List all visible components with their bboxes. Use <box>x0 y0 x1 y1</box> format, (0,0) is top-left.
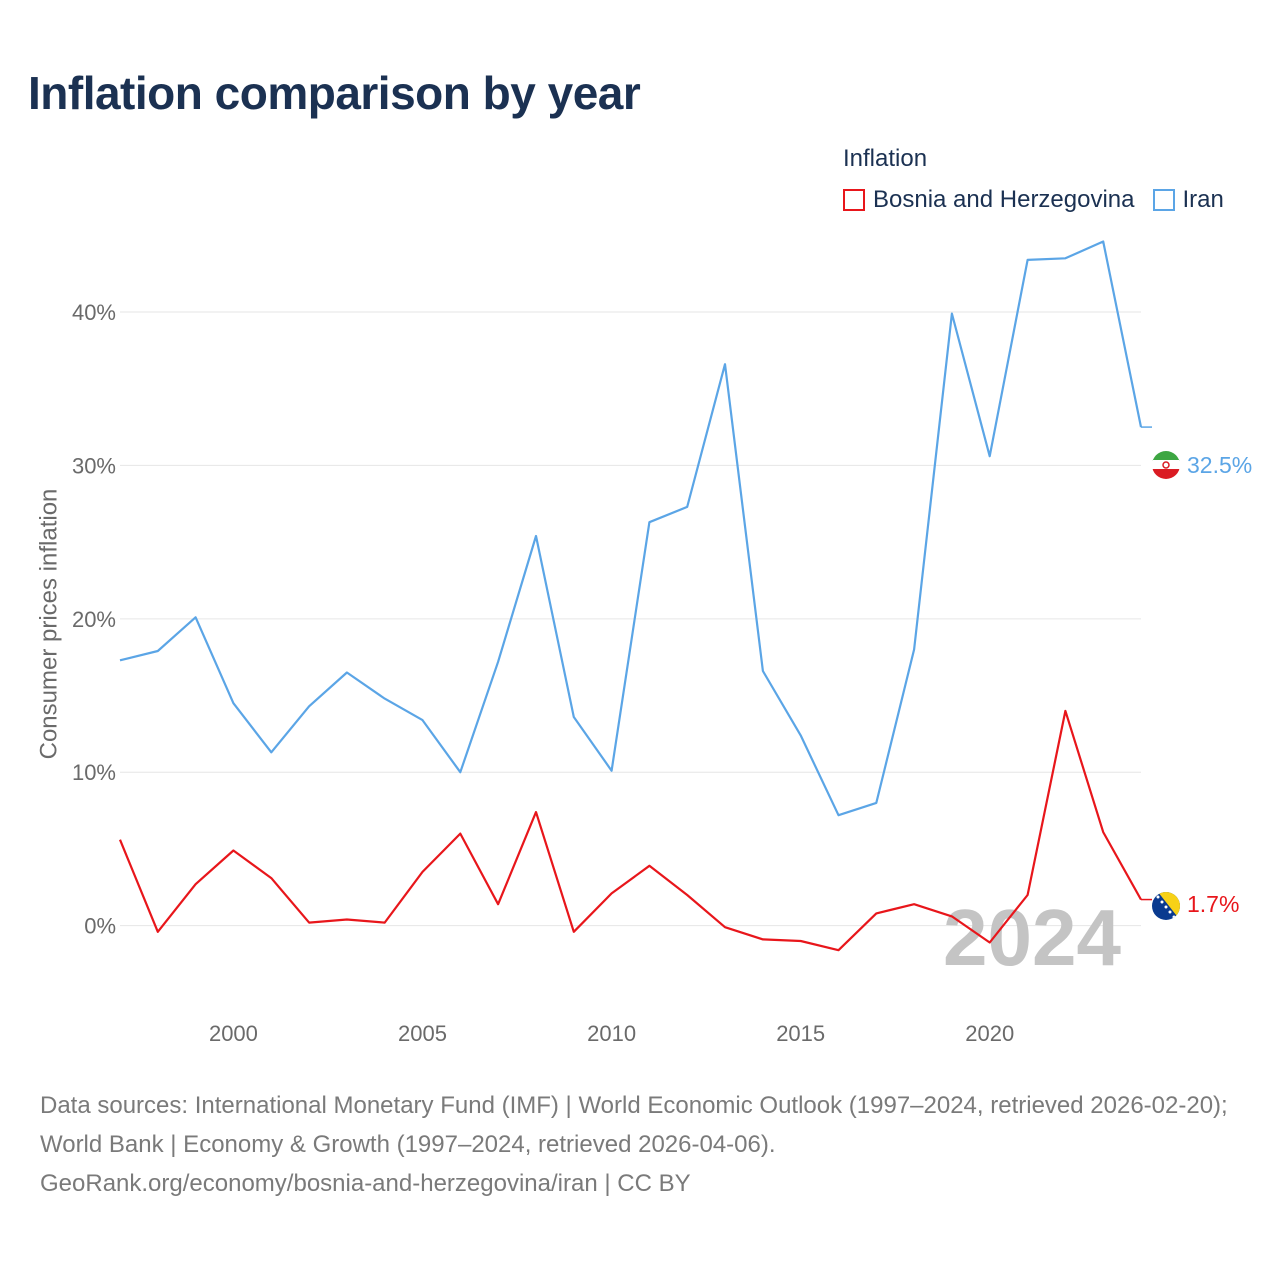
legend-label-bosnia: Bosnia and Herzegovina <box>873 186 1135 213</box>
x-tick-label: 2020 <box>965 1021 1014 1046</box>
end-label-bosnia: 1.7% <box>1187 891 1239 917</box>
x-tick-label: 2000 <box>209 1021 258 1046</box>
legend-title: Inflation <box>843 145 928 172</box>
series-lines <box>118 240 1152 952</box>
y-tick-label: 30% <box>72 453 116 478</box>
legend-item-iran[interactable]: Iran <box>1152 186 1224 214</box>
iran-flag-icon <box>1152 451 1180 479</box>
footer-link[interactable]: GeoRank.org/economy/bosnia-and-herzegovi… <box>40 1170 691 1197</box>
legend-swatch-bosnia <box>843 189 865 211</box>
y-tick-label: 10% <box>72 760 116 785</box>
bosnia-flag-icon <box>1152 892 1180 920</box>
y-tick-label: 20% <box>72 607 116 632</box>
legend-swatch-iran <box>1152 189 1175 211</box>
legend-label-iran: Iran <box>1182 186 1224 213</box>
x-tick-label: 2010 <box>587 1021 636 1046</box>
y-axis-label: Consumer prices inflation <box>35 489 62 760</box>
chart-title: Inflation comparison by year <box>28 67 641 119</box>
x-tick-label: 2015 <box>776 1021 825 1046</box>
x-tick-label: 2005 <box>398 1021 447 1046</box>
year-watermark: 2024 <box>943 893 1121 982</box>
y-tick-label: 40% <box>72 300 116 325</box>
legend-item-bosnia[interactable]: Bosnia and Herzegovina <box>843 186 1135 214</box>
grid <box>120 311 1141 927</box>
series-line-bosnia[interactable] <box>118 709 1142 952</box>
legend: Bosnia and Herzegovina Iran <box>843 186 1224 214</box>
end-label-iran: 32.5% <box>1187 452 1252 478</box>
series-line-iran[interactable] <box>119 240 1143 817</box>
y-axis-ticks: 0% 10% 20% 30% 40% <box>72 300 116 939</box>
footer: Data sources: International Monetary Fun… <box>40 1086 1250 1203</box>
x-axis-ticks: 2000 2005 2010 2015 2020 <box>209 1021 1014 1046</box>
y-tick-label: 0% <box>84 914 116 939</box>
footer-sources: Data sources: International Monetary Fun… <box>40 1092 1228 1158</box>
